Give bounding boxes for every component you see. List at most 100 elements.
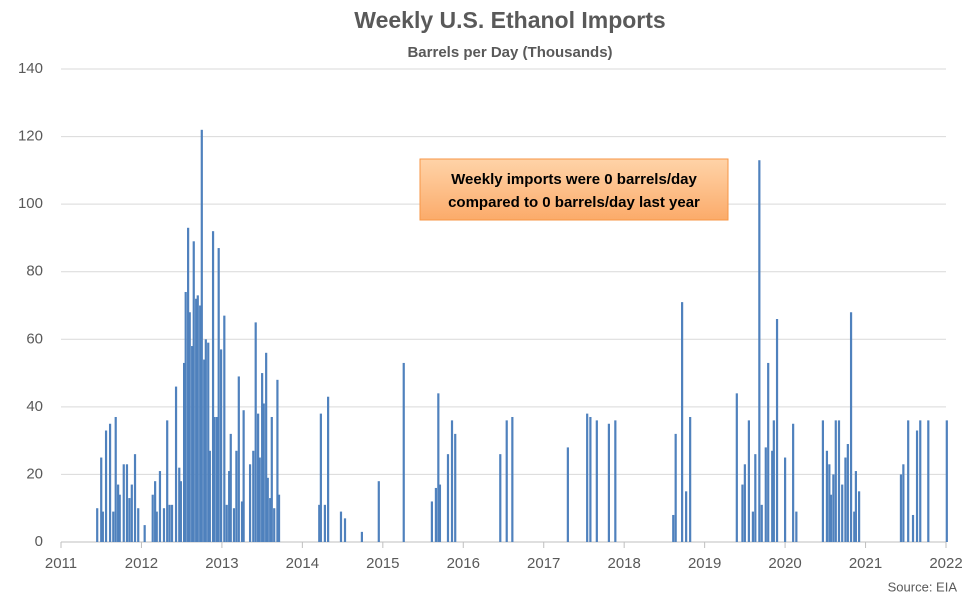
- bar: [203, 359, 206, 542]
- x-tick-label: 2011: [45, 555, 77, 572]
- bar: [607, 423, 610, 542]
- bar: [266, 477, 269, 542]
- y-tick-label: 120: [18, 128, 43, 145]
- bar: [437, 393, 440, 542]
- bar: [783, 457, 787, 542]
- bar: [261, 373, 264, 542]
- chart-title: Weekly U.S. Ethanol Imports: [354, 7, 665, 33]
- bar: [199, 305, 202, 542]
- x-tick-label: 2013: [205, 555, 238, 572]
- bar: [204, 339, 207, 542]
- bar: [566, 447, 569, 542]
- bar: [195, 298, 198, 542]
- bar: [182, 362, 186, 542]
- bar: [130, 484, 133, 542]
- bar: [318, 504, 321, 542]
- bar: [430, 501, 433, 542]
- bar: [771, 450, 774, 542]
- y-tick-label: 140: [18, 60, 43, 77]
- bar: [438, 484, 442, 542]
- bar: [735, 393, 738, 542]
- bar: [137, 508, 140, 542]
- bar: [213, 416, 216, 542]
- y-tick-label: 80: [26, 263, 43, 280]
- bar: [166, 420, 169, 542]
- bar: [217, 248, 220, 543]
- bar: [402, 362, 405, 542]
- bar: [772, 420, 775, 542]
- bar: [792, 423, 795, 542]
- bar: [248, 464, 252, 542]
- x-tick-label: 2014: [286, 555, 319, 572]
- bar: [743, 464, 746, 542]
- bar: [254, 322, 257, 542]
- bar: [269, 498, 272, 542]
- bar: [586, 413, 589, 542]
- bar: [674, 433, 677, 542]
- source-note: Source: EIA: [888, 579, 958, 594]
- bar: [252, 450, 255, 542]
- bar: [829, 494, 833, 542]
- bar: [276, 379, 279, 542]
- bar: [101, 511, 104, 542]
- bar: [112, 511, 115, 542]
- annotation-text: compared to 0 barrels/day last year: [448, 194, 700, 211]
- x-tick-label: 2017: [527, 555, 560, 572]
- bar: [945, 420, 948, 542]
- y-tick-label: 20: [26, 465, 43, 482]
- bar: [162, 508, 166, 542]
- bar: [108, 423, 112, 542]
- bar: [689, 416, 692, 542]
- bar: [323, 504, 326, 542]
- annotation-text: Weekly imports were 0 barrels/day: [451, 171, 697, 188]
- bar: [114, 416, 117, 542]
- bar: [125, 464, 129, 542]
- bar: [327, 396, 330, 542]
- bar: [273, 508, 276, 542]
- bar: [188, 312, 191, 542]
- bar: [242, 410, 245, 542]
- bar: [841, 484, 844, 542]
- bar: [215, 416, 219, 542]
- bar: [858, 491, 861, 542]
- x-tick-label: 2016: [447, 555, 480, 572]
- bar: [899, 474, 903, 542]
- bar: [685, 491, 688, 542]
- bar: [511, 416, 514, 542]
- bar: [229, 433, 232, 542]
- bar: [265, 352, 268, 542]
- bar: [270, 416, 273, 542]
- bar: [151, 494, 154, 542]
- bar: [122, 464, 125, 542]
- bar: [223, 315, 226, 542]
- bar: [927, 420, 930, 542]
- bar: [454, 433, 457, 542]
- bar: [846, 444, 849, 542]
- bar: [760, 504, 763, 542]
- bar: [192, 241, 195, 543]
- bar: [446, 454, 450, 542]
- x-tick-label: 2020: [768, 555, 801, 572]
- bar: [754, 454, 757, 542]
- chart-subtitle: Barrels per Day (Thousands): [407, 44, 612, 61]
- bar: [844, 457, 847, 542]
- bar: [911, 514, 915, 542]
- bar: [155, 511, 158, 542]
- bar: [208, 450, 211, 542]
- bar: [681, 302, 684, 542]
- bar: [225, 504, 228, 542]
- bar: [211, 231, 215, 542]
- bar: [258, 457, 261, 542]
- bar: [907, 420, 910, 542]
- bar: [232, 508, 236, 542]
- bar: [854, 471, 857, 542]
- bar: [104, 430, 108, 542]
- bar: [96, 508, 99, 542]
- bar: [343, 518, 347, 542]
- bar: [360, 531, 363, 542]
- y-tick-label: 60: [26, 330, 43, 347]
- bar: [237, 376, 240, 542]
- y-tick-label: 100: [18, 195, 43, 212]
- bar: [262, 403, 265, 542]
